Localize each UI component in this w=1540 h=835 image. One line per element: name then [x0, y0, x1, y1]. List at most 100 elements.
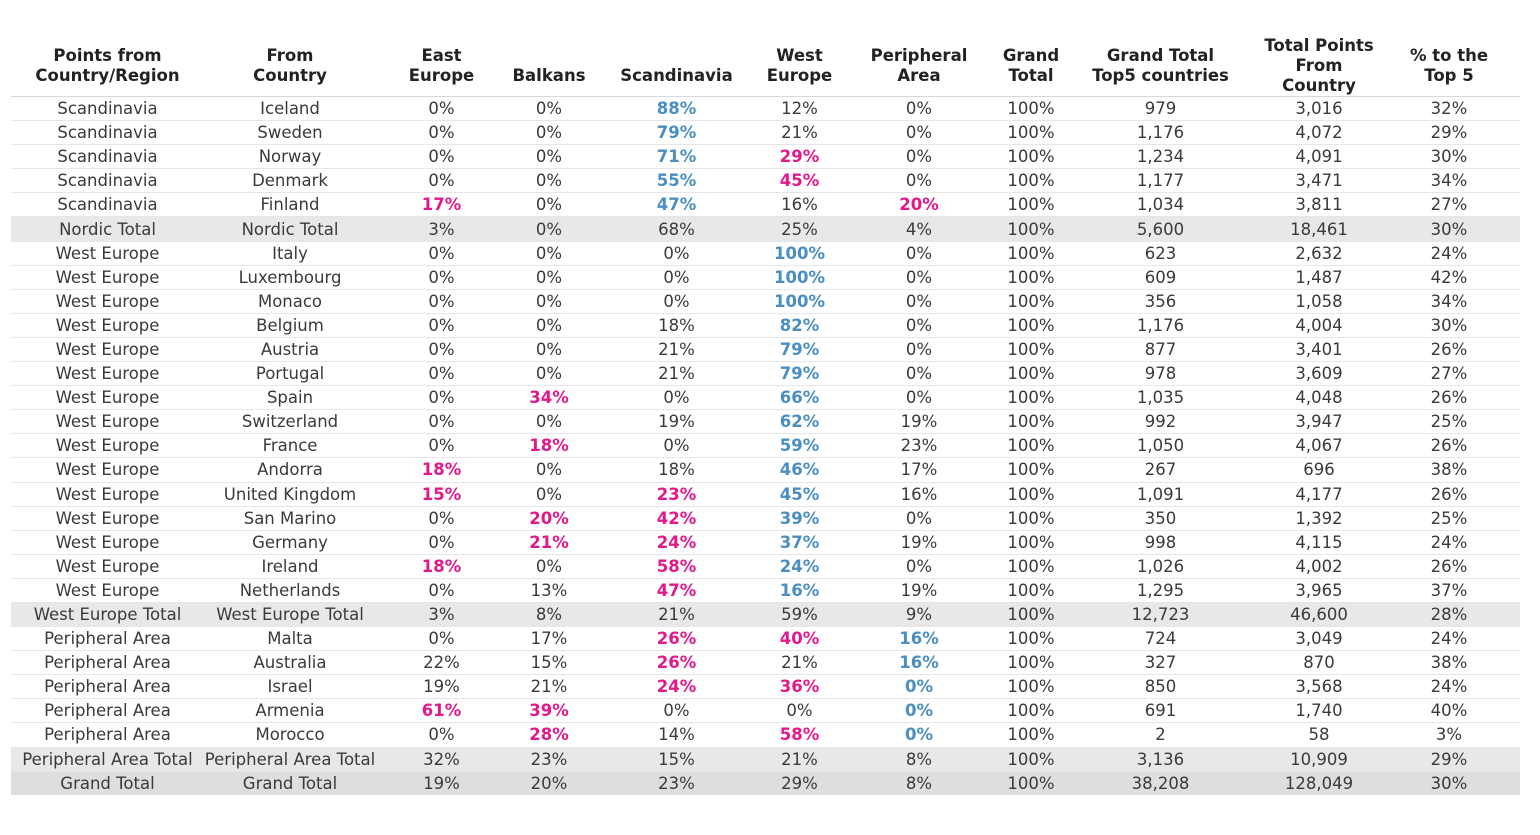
cell-balkans: 0%: [507, 409, 591, 435]
cell-balkans: 0%: [507, 482, 591, 507]
cell-west-europe: 59%: [762, 602, 837, 628]
cell-country: Israel: [204, 674, 376, 700]
cell-scandinavia: 55%: [591, 168, 762, 194]
cell-grand-total: 100%: [1001, 216, 1061, 242]
column-header-line2: Country/Region: [35, 66, 180, 85]
cell-west-europe: 12%: [762, 96, 837, 122]
cell-region: West Europe: [11, 385, 204, 411]
cell-east-europe: 0%: [376, 578, 507, 603]
cell-top5-total: 356: [1061, 289, 1260, 314]
cell-scandinavia: 0%: [591, 265, 762, 290]
cell-total-points: 4,048: [1260, 385, 1378, 411]
cell-east-europe: 0%: [376, 144, 507, 170]
cell-country: Grand Total: [204, 771, 376, 795]
cell-country: Ireland: [204, 554, 376, 579]
cell-balkans: 34%: [507, 385, 591, 411]
cell-pct-top5: 25%: [1378, 409, 1520, 435]
cell-grand-total: 100%: [1001, 626, 1061, 652]
table-header: Points from Country/Region From Country East…: [11, 36, 1520, 97]
column-header-pct-top5: % to the Top 5: [1378, 36, 1520, 97]
cell-east-europe: 17%: [376, 192, 507, 218]
cell-country: Spain: [204, 385, 376, 411]
cell-west-europe: 45%: [762, 168, 837, 194]
cell-total-points: 3,947: [1260, 409, 1378, 435]
table-row: Peripheral Area Malta 0% 17% 26% 40% 16% 100% 72…: [11, 626, 1520, 652]
cell-west-europe: 0%: [762, 698, 837, 724]
cell-grand-total: 100%: [1001, 506, 1061, 531]
table-row: West Europe Netherlands 0% 13% 47% 16% 19% 100%…: [11, 578, 1520, 603]
table-row: West Europe United Kingdom 15% 0% 23% 45% 16% 1…: [11, 482, 1520, 507]
cell-balkans: 0%: [507, 120, 591, 146]
table-row: Scandinavia Sweden 0% 0% 79% 21% 0% 100% 1,176 4,…: [11, 120, 1520, 146]
column-header-east-europe: East Europe: [376, 36, 507, 97]
cell-grand-total: 100%: [1001, 337, 1061, 363]
column-header-line1: Total Points: [1264, 36, 1374, 55]
cell-pct-top5: 30%: [1378, 771, 1520, 795]
cell-pct-top5: 28%: [1378, 602, 1520, 628]
cell-scandinavia: 23%: [591, 771, 762, 795]
cell-pct-top5: 26%: [1378, 554, 1520, 579]
cell-east-europe: 61%: [376, 698, 507, 724]
cell-grand-total: 100%: [1001, 698, 1061, 724]
cell-country: Finland: [204, 192, 376, 218]
cell-country: Peripheral Area Total: [204, 747, 376, 772]
cell-pct-top5: 32%: [1378, 96, 1520, 122]
cell-west-europe: 79%: [762, 361, 837, 387]
cell-region: Peripheral Area: [11, 650, 204, 676]
cell-scandinavia: 0%: [591, 289, 762, 314]
cell-peripheral-area: 0%: [837, 674, 1001, 700]
column-header-line1: From: [266, 46, 314, 65]
cell-top5-total: 2: [1061, 722, 1260, 748]
cell-top5-total: 12,723: [1061, 602, 1260, 628]
cell-peripheral-area: 17%: [837, 457, 1001, 483]
cell-region: Peripheral Area: [11, 698, 204, 724]
cell-pct-top5: 25%: [1378, 506, 1520, 531]
cell-peripheral-area: 8%: [837, 747, 1001, 772]
cell-country: Armenia: [204, 698, 376, 724]
table-row: Scandinavia Finland 17% 0% 47% 16% 20% 100% 1,03…: [11, 192, 1520, 218]
cell-region: West Europe: [11, 361, 204, 387]
cell-region: West Europe: [11, 409, 204, 435]
cell-country: Austria: [204, 337, 376, 363]
cell-top5-total: 998: [1061, 530, 1260, 555]
cell-balkans: 0%: [507, 554, 591, 579]
cell-scandinavia: 15%: [591, 747, 762, 772]
cell-scandinavia: 21%: [591, 337, 762, 363]
cell-region: Peripheral Area: [11, 626, 204, 652]
cell-country: Germany: [204, 530, 376, 555]
cell-scandinavia: 26%: [591, 650, 762, 676]
cell-region: West Europe: [11, 313, 204, 338]
cell-east-europe: 15%: [376, 482, 507, 507]
cell-west-europe: 100%: [762, 241, 837, 266]
cell-grand-total: 100%: [1001, 530, 1061, 555]
cell-region: West Europe: [11, 289, 204, 314]
cell-peripheral-area: 0%: [837, 722, 1001, 748]
cell-balkans: 18%: [507, 433, 591, 459]
cell-pct-top5: 27%: [1378, 192, 1520, 218]
cell-grand-total: 100%: [1001, 313, 1061, 338]
cell-scandinavia: 0%: [591, 433, 762, 459]
cell-country: Sweden: [204, 120, 376, 146]
cell-west-europe: 58%: [762, 722, 837, 748]
cell-peripheral-area: 9%: [837, 602, 1001, 628]
column-header-peripheral-area: Peripheral Area: [837, 36, 1001, 97]
column-header-line2: Top5 countries: [1092, 66, 1229, 85]
cell-balkans: 0%: [507, 241, 591, 266]
cell-balkans: 28%: [507, 722, 591, 748]
cell-region: Scandinavia: [11, 120, 204, 146]
column-header-line1: West: [776, 46, 823, 65]
cell-east-europe: 18%: [376, 457, 507, 483]
cell-balkans: 20%: [507, 771, 591, 795]
cell-balkans: 0%: [507, 265, 591, 290]
column-header-scandinavia: Scandinavia: [591, 36, 762, 97]
cell-peripheral-area: 0%: [837, 120, 1001, 146]
cell-country: Netherlands: [204, 578, 376, 603]
cell-east-europe: 0%: [376, 337, 507, 363]
cell-east-europe: 0%: [376, 168, 507, 194]
cell-total-points: 128,049: [1260, 771, 1378, 795]
cell-top5-total: 1,176: [1061, 120, 1260, 146]
cell-grand-total: 100%: [1001, 771, 1061, 795]
cell-grand-total: 100%: [1001, 144, 1061, 170]
table-row: West Europe Switzerland 0% 0% 19% 62% 19% 100% 9…: [11, 409, 1520, 435]
table-row: West Europe France 0% 18% 0% 59% 23% 100% 1,050 4…: [11, 433, 1520, 459]
